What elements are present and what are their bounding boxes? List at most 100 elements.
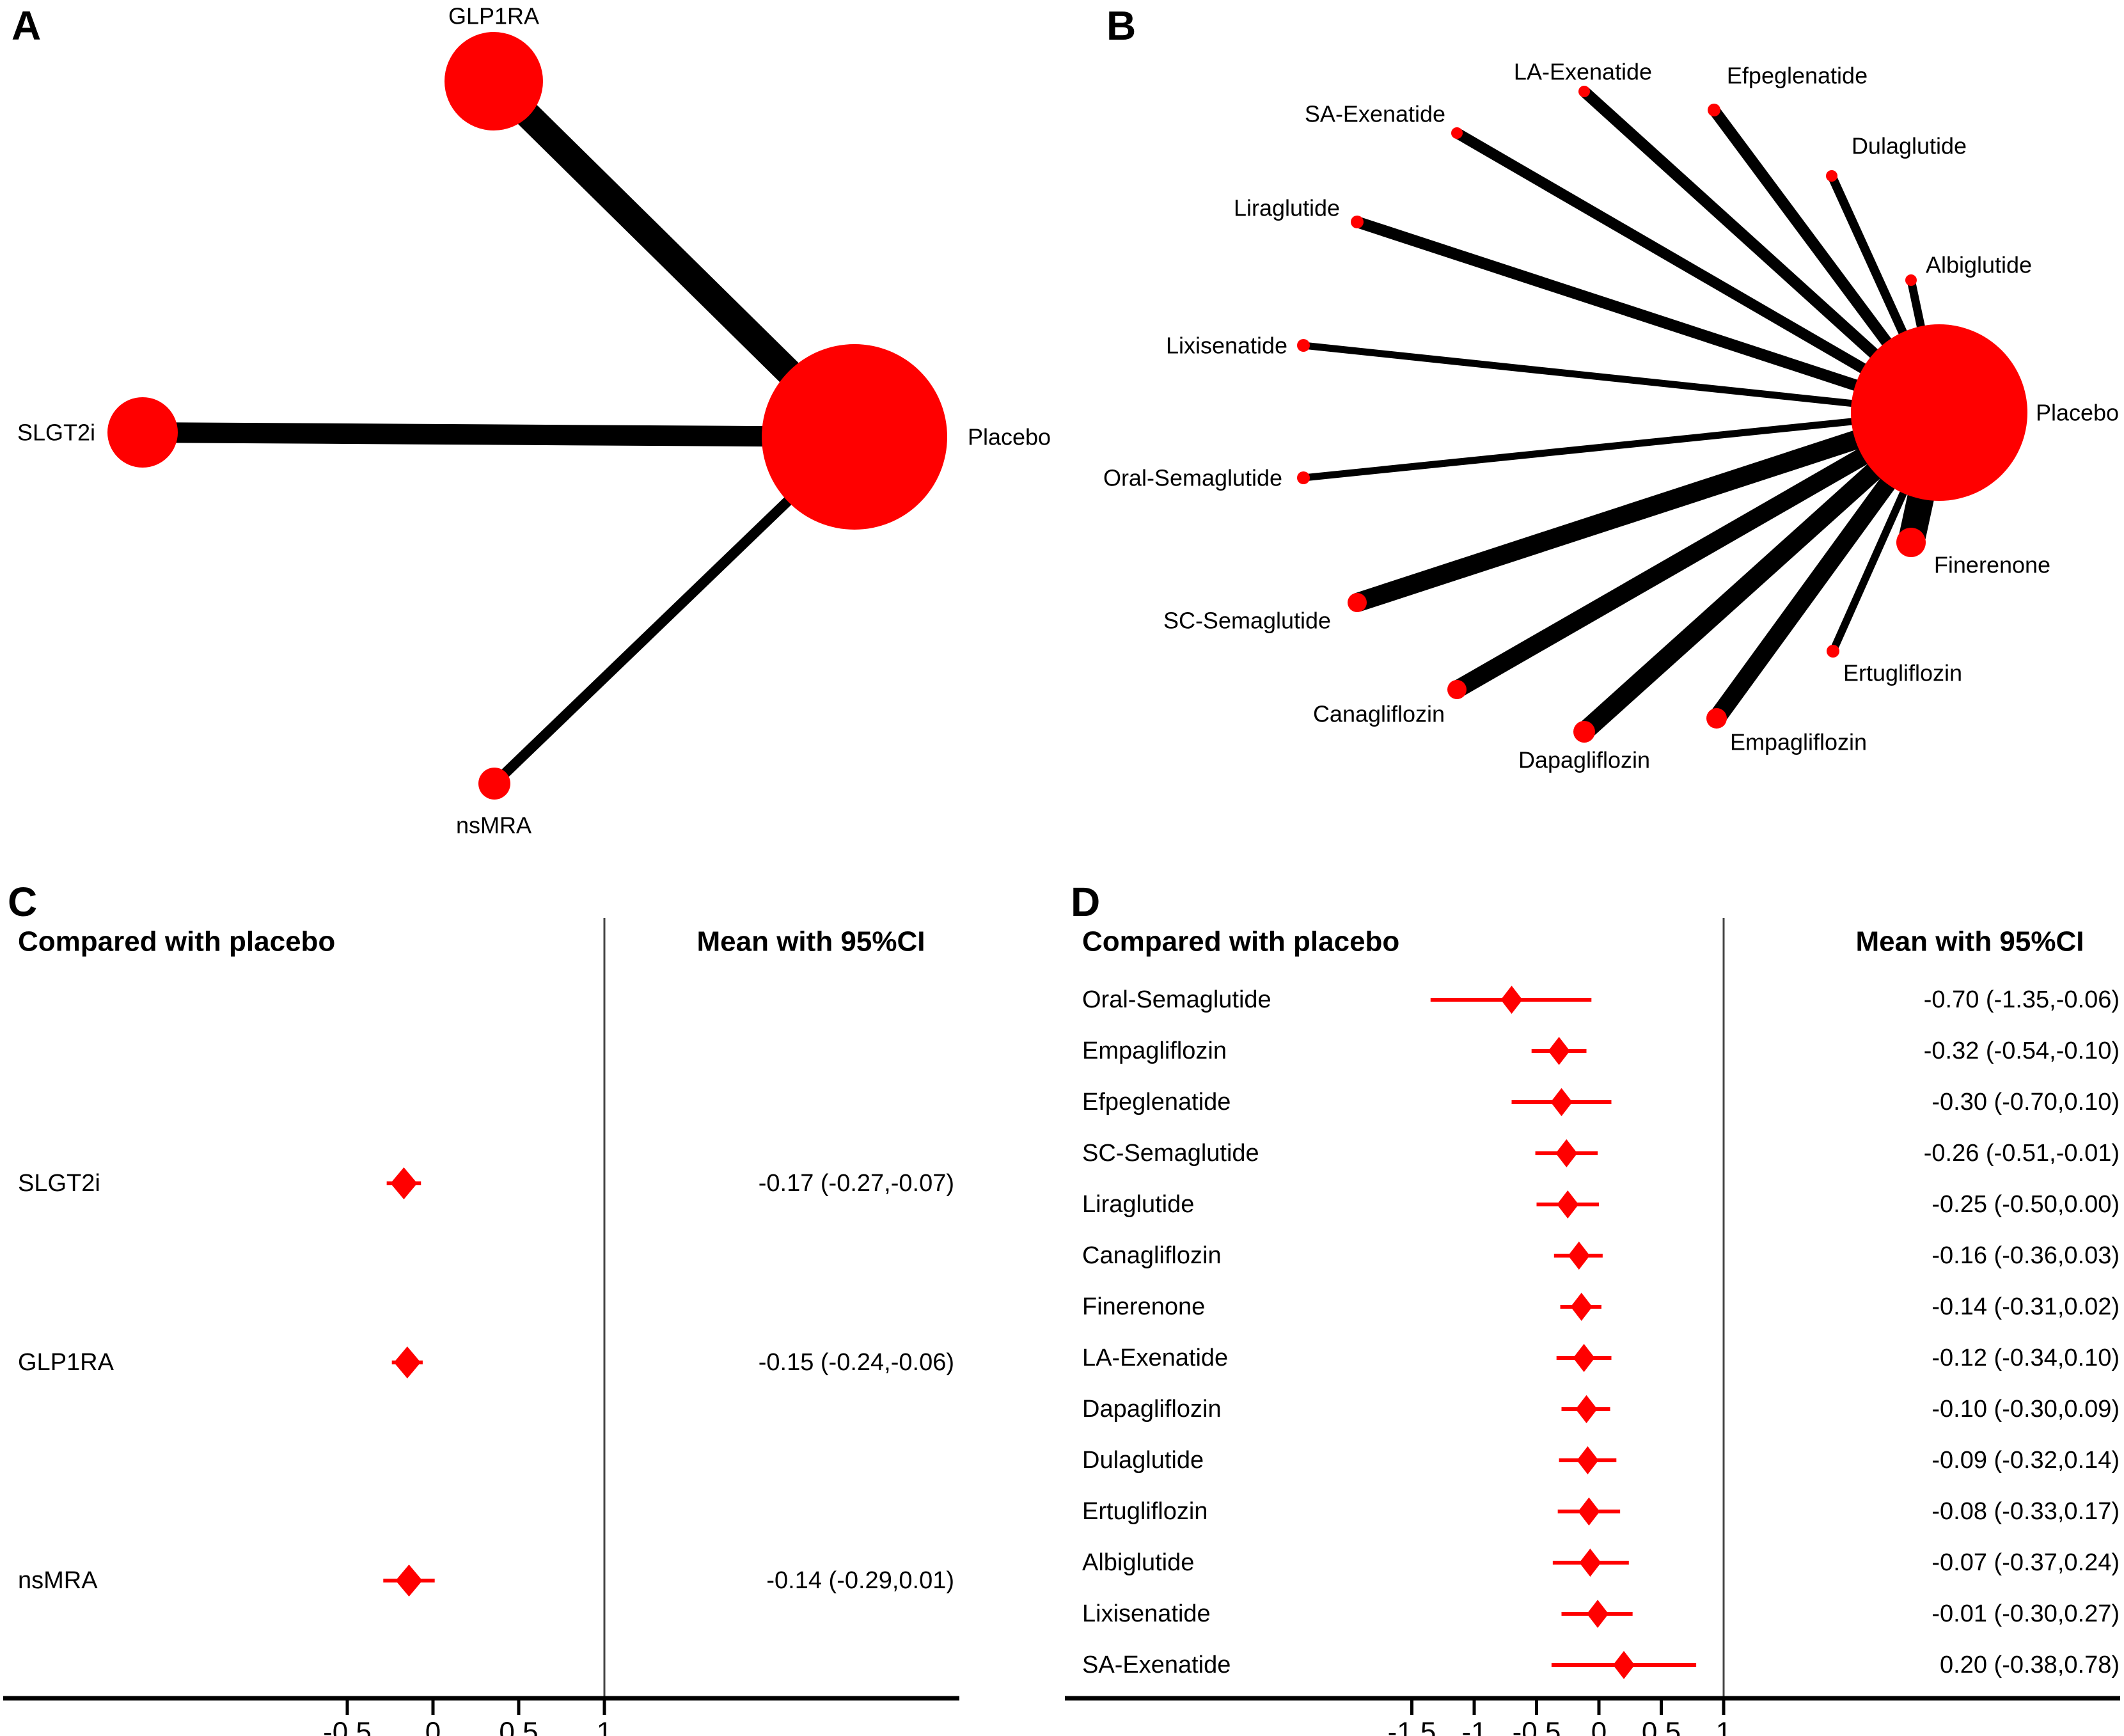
- row-label-Finerenone: Finerenone: [1082, 1293, 1205, 1320]
- node-label-LA-Exenatide: LA-Exenatide: [1514, 59, 1652, 85]
- mean-diamond-Lixisenatide: [1587, 1600, 1609, 1628]
- x-axis-tick-label--0.5: -0.5: [1513, 1717, 1561, 1736]
- row-label-Ertugliflozin: Ertugliflozin: [1082, 1498, 1208, 1525]
- mean-diamond-nsMRA: [395, 1565, 423, 1597]
- x-axis-tick-label--1: -1: [1461, 1717, 1486, 1736]
- node-LA-Exenatide: [1578, 86, 1590, 97]
- forest-plot-d: Compared with placebo Mean with 95%CI -1.5…: [1065, 918, 2120, 1736]
- node-label-Canagliflozin: Canagliflozin: [1313, 701, 1445, 727]
- panel-letter-b: B: [1106, 3, 1137, 49]
- edge-Liraglutide-Placebo: [1355, 216, 1941, 418]
- node-Albiglutide: [1905, 274, 1917, 286]
- node-label-SA-Exenatide: SA-Exenatide: [1305, 101, 1445, 127]
- ci-text-Empagliflozin: -0.32 (-0.54,-0.10): [1924, 1038, 2120, 1064]
- x-axis-tick-label-0.5: 0.5: [499, 1717, 538, 1736]
- row-label-SLGT2i: SLGT2i: [18, 1170, 100, 1197]
- mean-diamond-Ertugliflozin: [1578, 1497, 1600, 1526]
- ci-text-SLGT2i: -0.17 (-0.27,-0.07): [759, 1170, 954, 1197]
- panel-b-network-drugs: B LA-Exenatide Efpeglenatide SA-Exenatide D…: [1062, 0, 2124, 870]
- ci-text-Liraglutide: -0.25 (-0.50,0.00): [1931, 1191, 2120, 1218]
- row-label-Efpeglenatide: Efpeglenatide: [1082, 1089, 1231, 1116]
- row-label-GLP1RA: GLP1RA: [18, 1349, 114, 1376]
- edge-SLGT2i-Placebo: [142, 422, 855, 447]
- ci-text-Dapagliflozin: -0.10 (-0.30,0.09): [1931, 1396, 2120, 1423]
- node-SA-Exenatide: [1451, 127, 1463, 139]
- edge-Lixisenatide-Placebo: [1303, 342, 1940, 416]
- ci-text-GLP1RA: -0.15 (-0.24,-0.06): [759, 1349, 954, 1376]
- x-axis-tick-label-1: 1: [597, 1717, 612, 1736]
- x-axis-tick-label-0.5: 0.5: [1642, 1717, 1681, 1736]
- node-Ertugliflozin: [1827, 645, 1839, 658]
- mean-diamond-SA-Exenatide: [1613, 1651, 1635, 1679]
- node-Lixisenatide: [1297, 339, 1310, 352]
- row-label-SC-Semaglutide: SC-Semaglutide: [1082, 1140, 1259, 1167]
- ci-text-Ertugliflozin: -0.08 (-0.33,0.17): [1931, 1498, 2120, 1525]
- mean-diamond-Efpeglenatide: [1550, 1088, 1573, 1116]
- mean-diamond-Dapagliflozin: [1575, 1395, 1598, 1423]
- mean-diamond-SLGT2i: [390, 1167, 418, 1199]
- x-axis-tick-label--1.5: -1.5: [1388, 1717, 1436, 1736]
- row-label-Lixisenatide: Lixisenatide: [1082, 1600, 1211, 1627]
- node-Oral-Semaglutide: [1297, 471, 1310, 484]
- edge-SA-Exenatide-Placebo: [1454, 128, 1942, 418]
- row-label-Canagliflozin: Canagliflozin: [1082, 1242, 1222, 1269]
- x-axis-tick-label-1: 1: [1716, 1717, 1731, 1736]
- node-label-SC-Semaglutide: SC-Semaglutide: [1163, 608, 1331, 634]
- row-label-Liraglutide: Liraglutide: [1082, 1191, 1194, 1218]
- node-label-Placebo: Placebo: [968, 424, 1051, 450]
- node-label-Albiglutide: Albiglutide: [1926, 252, 2032, 278]
- node-SLGT2i: [107, 397, 178, 468]
- ci-text-SA-Exenatide: 0.20 (-0.38,0.78): [1940, 1652, 2120, 1678]
- node-GLP1RA: [444, 32, 543, 130]
- node-Dapagliflozin: [1573, 721, 1595, 743]
- ci-text-Oral-Semaglutide: -0.70 (-1.35,-0.06): [1924, 986, 2120, 1013]
- node-label-Lixisenatide: Lixisenatide: [1166, 333, 1287, 359]
- network-plot-a: GLP1RA SLGT2i Placebo nsMRA: [17, 3, 1051, 839]
- ci-text-Dulaglutide: -0.09 (-0.32,0.14): [1931, 1447, 2120, 1474]
- mean-diamond-SC-Semaglutide: [1555, 1139, 1578, 1167]
- ci-text-Efpeglenatide: -0.30 (-0.70,0.10): [1931, 1089, 2120, 1116]
- mean-diamond-Finerenone: [1570, 1293, 1593, 1321]
- node-Canagliflozin: [1447, 680, 1467, 699]
- node-Liraglutide: [1351, 216, 1364, 228]
- node-label-GLP1RA: GLP1RA: [448, 3, 539, 29]
- row-label-Albiglutide: Albiglutide: [1082, 1549, 1194, 1576]
- node-label-Finerenone: Finerenone: [1934, 552, 2050, 578]
- forest-plot-c: Compared with placebo Mean with 95%CI -0.5…: [3, 918, 959, 1736]
- node-Empagliflozin: [1706, 708, 1727, 729]
- row-label-Empagliflozin: Empagliflozin: [1082, 1038, 1227, 1064]
- x-axis-tick-label--0.5: -0.5: [323, 1717, 372, 1736]
- ci-text-Lixisenatide: -0.01 (-0.30,0.27): [1931, 1600, 2120, 1627]
- row-label-nsMRA: nsMRA: [18, 1567, 98, 1594]
- edge-Canagliflozin-Placebo: [1452, 404, 1944, 698]
- row-label-LA-Exenatide: LA-Exenatide: [1082, 1345, 1228, 1371]
- ci-text-Canagliflozin: -0.16 (-0.36,0.03): [1931, 1242, 2120, 1269]
- column-header-comparison: Compared with placebo: [1082, 926, 1399, 958]
- panel-c-forest-classes: C Compared with placebo Mean with 95%CI -0…: [0, 870, 1062, 1736]
- x-axis-tick-label-0: 0: [425, 1717, 441, 1736]
- mean-diamond-Empagliflozin: [1548, 1037, 1570, 1065]
- row-label-Dulaglutide: Dulaglutide: [1082, 1447, 1204, 1474]
- network-plot-b: LA-Exenatide Efpeglenatide SA-Exenatide Dul…: [1103, 59, 2119, 773]
- node-label-Dulaglutide: Dulaglutide: [1852, 133, 1967, 159]
- column-header-comparison: Compared with placebo: [18, 926, 335, 958]
- node-SC-Semaglutide: [1348, 593, 1367, 612]
- mean-diamond-Albiglutide: [1579, 1549, 1601, 1577]
- edge-Oral-Semaglutide-Placebo: [1303, 409, 1940, 482]
- node-Finerenone: [1896, 528, 1926, 557]
- mean-diamond-Canagliflozin: [1568, 1242, 1590, 1270]
- panel-letter-d: D: [1071, 879, 1101, 925]
- node-label-SLGT2i: SLGT2i: [17, 420, 95, 446]
- edge-SC-Semaglutide-Placebo: [1354, 403, 1942, 612]
- panel-a-network-classes: A GLP1RA SLGT2i Placebo nsMRA: [0, 0, 1062, 870]
- ci-text-LA-Exenatide: -0.12 (-0.34,0.10): [1931, 1345, 2120, 1371]
- column-header-mean-ci: Mean with 95%CI: [1856, 926, 2084, 958]
- x-axis-tick-label-0: 0: [1591, 1717, 1607, 1736]
- node-label-Oral-Semaglutide: Oral-Semaglutide: [1103, 465, 1282, 491]
- ci-text-Albiglutide: -0.07 (-0.37,0.24): [1931, 1549, 2120, 1576]
- node-nsMRA: [478, 768, 510, 800]
- ci-text-SC-Semaglutide: -0.26 (-0.51,-0.01): [1924, 1140, 2120, 1167]
- row-label-SA-Exenatide: SA-Exenatide: [1082, 1652, 1231, 1678]
- node-Efpeglenatide: [1708, 104, 1720, 116]
